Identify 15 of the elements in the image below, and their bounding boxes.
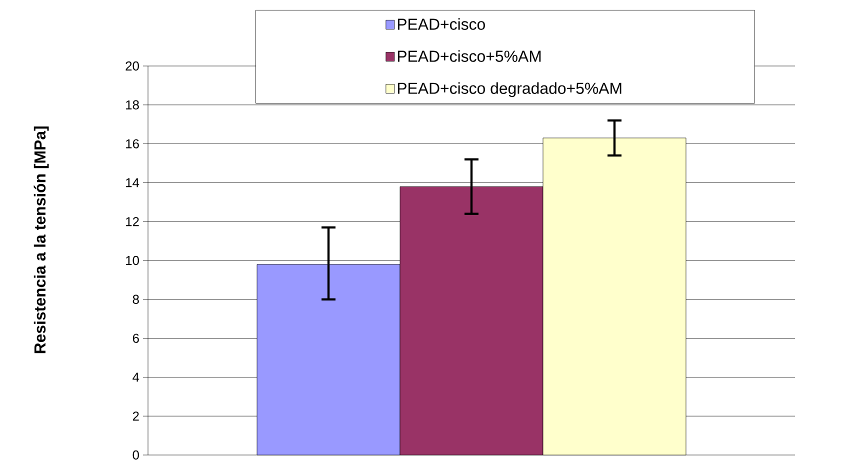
y-tick-label: 14	[126, 178, 140, 188]
y-axis-title: Resistencia a la tensión [MPa]	[34, 126, 49, 354]
legend-label: PEAD+cisco degradado+5%AM	[398, 82, 622, 98]
y-tick-label: 20	[126, 61, 139, 71]
y-tick-label: 6	[132, 334, 139, 343]
y-tick-label: 0	[132, 450, 139, 460]
y-tick-label: 18	[126, 100, 139, 110]
y-tick-label: 12	[126, 217, 139, 226]
y-tick-label: 8	[132, 294, 139, 304]
legend-label: PEAD+cisco	[398, 18, 485, 30]
y-tick-label: 2	[132, 412, 139, 421]
y-tick-label: 10	[126, 256, 139, 266]
y-tick-label: 4	[132, 372, 140, 382]
legend-label: PEAD+cisco+5%AM	[398, 50, 541, 62]
y-tick-label: 16	[126, 139, 139, 148]
